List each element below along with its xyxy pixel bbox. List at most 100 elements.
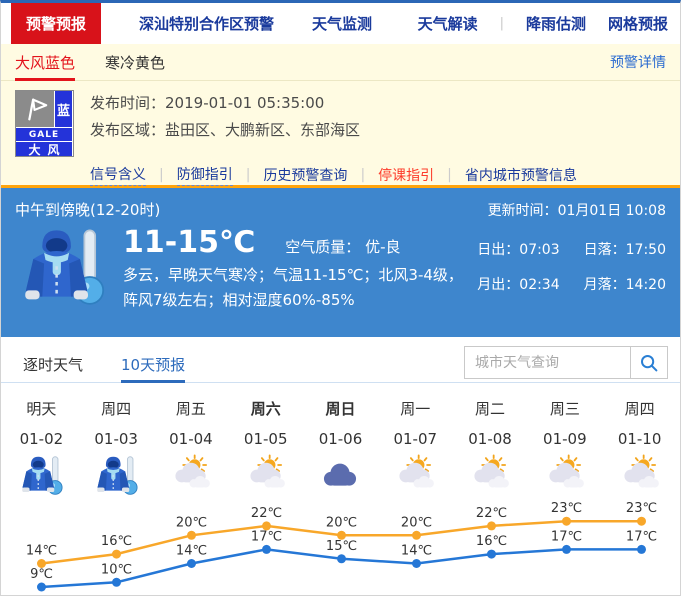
- forecast-day-column[interactable]: 周一 01-07: [378, 398, 453, 500]
- day-name: 周一: [400, 400, 431, 418]
- forecast-day-column[interactable]: 周二 01-08: [453, 398, 528, 500]
- alert-links-row: 信号含义 | 防御指引 | 历史预警查询 | 停课指引 | 省内城市预警信息: [90, 164, 680, 186]
- temp-point: [187, 530, 196, 540]
- day-name: 周五: [175, 400, 206, 418]
- temp-point: [37, 582, 46, 592]
- forecast-day-column[interactable]: 周三 01-09: [527, 398, 602, 500]
- temp-label: 17℃: [626, 529, 657, 544]
- day-date: 01-03: [94, 430, 138, 448]
- search-input[interactable]: [464, 346, 631, 379]
- tab-hourly-weather[interactable]: 逐时天气: [23, 355, 84, 374]
- forecast-section: 逐时天气 10天预报 明天01-02周四01-03周五01-04周六01-05周…: [1, 337, 680, 595]
- temp-point: [262, 521, 271, 531]
- nav-link-weather-explain[interactable]: 天气解读: [417, 15, 478, 33]
- temp-label: 16℃: [101, 534, 132, 549]
- temp-label: 22℃: [251, 506, 282, 521]
- forecast-day-column[interactable]: 周日 01-06: [303, 398, 378, 500]
- temp-point: [187, 559, 196, 568]
- nav-tab-shenshan[interactable]: 深汕特别合作区预警: [139, 15, 275, 33]
- temp-label: 23℃: [551, 501, 582, 516]
- day-name: 周日: [325, 400, 356, 418]
- forecast-day-column[interactable]: 周六 01-05: [228, 398, 303, 500]
- forecast-period-label: 中午到傍晚(12-20时): [15, 201, 161, 219]
- gale-warning-icon: 蓝 GALE 大风: [15, 90, 74, 157]
- temp-label: 14℃: [26, 544, 57, 559]
- update-time: 更新时间：01月01日 10:08: [487, 202, 666, 219]
- forecast-days-grid: 明天 01-02 周四 01-03 周五 01-04 周六 01-05 周日 01-06 周一 01-…: [1, 398, 680, 500]
- temp-label: 23℃: [626, 501, 657, 516]
- top-nav: 预警预报 深汕特别合作区预警 天气监测 天气解读 | 降雨估测 网格预报: [1, 3, 680, 44]
- temperature-row: 11-15℃ 空气质量： 优-良: [123, 225, 477, 260]
- partly-cloudy-icon: [453, 454, 528, 500]
- partly-cloudy-icon: [154, 454, 229, 500]
- temp-label: 9℃: [30, 567, 53, 582]
- alert-link[interactable]: 停课指引: [378, 168, 435, 184]
- link-separator: |: [245, 167, 251, 183]
- partly-cloudy-icon: [527, 454, 602, 500]
- forecast-day-column[interactable]: 明天 01-02: [4, 398, 79, 500]
- sun-moon-times: 日出：07:03 日落：17:50 月出：02:34 月落：14:20: [477, 225, 666, 315]
- temp-point: [487, 521, 496, 531]
- forecast-day-column[interactable]: 周五 01-04: [154, 398, 229, 500]
- day-date: 01-08: [468, 430, 512, 448]
- day-date: 01-04: [169, 430, 213, 448]
- alert-body: 蓝 GALE 大风 发布时间：2019-01-01 05:35:00 发布区域：…: [1, 81, 680, 157]
- nav-right-links: 天气解读 | 降雨估测 网格预报: [418, 13, 668, 34]
- day-date: 01-09: [543, 430, 587, 448]
- publish-time-row: 发布时间：2019-01-01 05:35:00: [90, 90, 360, 117]
- alert-subtabs: 大风蓝色 寒冷黄色 预警详情: [1, 44, 680, 81]
- alert-tab-gale-blue[interactable]: 大风蓝色: [15, 44, 76, 81]
- alert-link[interactable]: 信号含义: [90, 164, 146, 186]
- forecast-day-column[interactable]: 周四 01-03: [79, 398, 154, 500]
- nav-tab-warning-forecast[interactable]: 预警预报: [11, 3, 102, 44]
- current-details: 11-15℃ 空气质量： 优-良 多云，早晚天气寒冷；气温11-15℃；北风3-…: [123, 225, 477, 315]
- nav-tab-weather-monitor[interactable]: 天气监测: [312, 15, 373, 33]
- temp-label: 20℃: [401, 515, 432, 530]
- cold-icon: [4, 454, 79, 500]
- sun-moon-item: 日落：17:50: [583, 242, 666, 258]
- temp-point: [262, 544, 271, 554]
- temp-point: [112, 577, 121, 587]
- day-name: 周四: [624, 400, 655, 418]
- temp-point: [412, 559, 421, 568]
- temp-label: 20℃: [326, 515, 357, 530]
- weather-description: 多云，早晚天气寒冷；气温11-15℃；北风3-4级，阵风7级左右；相对湿度60%…: [123, 266, 463, 309]
- temp-label: 15℃: [326, 539, 357, 554]
- sun-moon-item: 月出：02:34: [477, 277, 560, 293]
- temp-point: [337, 530, 346, 540]
- nav-link-rain-estimate[interactable]: 降雨估测: [525, 15, 586, 33]
- temp-point: [412, 530, 421, 540]
- temp-point: [337, 554, 346, 564]
- cloudy-icon: [303, 454, 378, 500]
- day-date: 01-05: [243, 430, 288, 448]
- alert-link[interactable]: 省内城市预警信息: [464, 168, 577, 184]
- temp-label: 14℃: [401, 544, 432, 559]
- alert-level-badge: 蓝: [55, 91, 72, 127]
- alert-detail-link[interactable]: 预警详情: [610, 55, 666, 71]
- publish-area-value: 盐田区、大鹏新区、东部海区: [165, 121, 361, 139]
- cold-icon: [79, 454, 154, 500]
- nav-separator: |: [499, 16, 504, 31]
- forecast-tabs: 逐时天气 10天预报: [1, 346, 680, 383]
- alert-name-label: 大风: [16, 142, 72, 157]
- alert-tab-cold-yellow[interactable]: 寒冷黄色: [105, 53, 166, 72]
- sun-moon-item: 日出：07:03: [477, 242, 560, 258]
- search-button[interactable]: [630, 346, 668, 379]
- alert-link[interactable]: 历史预警查询: [263, 168, 348, 184]
- sun-moon-item: 月落：14:20: [583, 277, 666, 293]
- alert-code-label: GALE: [16, 128, 72, 141]
- tab-10day-forecast[interactable]: 10天预报: [121, 346, 186, 383]
- forecast-day-column[interactable]: 周四 01-10: [602, 398, 677, 500]
- alert-link[interactable]: 防御指引: [176, 164, 233, 186]
- temp-label: 10℃: [101, 562, 132, 577]
- alert-panel: 大风蓝色 寒冷黄色 预警详情 蓝 GALE 大风 发布时间：2019-01-01…: [1, 44, 680, 186]
- city-search: [464, 346, 668, 379]
- day-name: 周四: [101, 400, 132, 418]
- nav-link-grid-forecast[interactable]: 网格预报: [607, 15, 668, 33]
- day-date: 01-06: [318, 430, 363, 448]
- publish-time-value: 2019-01-01 05:35:00: [165, 94, 325, 112]
- publish-area-label: 发布区域：: [90, 121, 166, 139]
- temp-point: [37, 559, 46, 568]
- day-date: 01-07: [393, 430, 438, 448]
